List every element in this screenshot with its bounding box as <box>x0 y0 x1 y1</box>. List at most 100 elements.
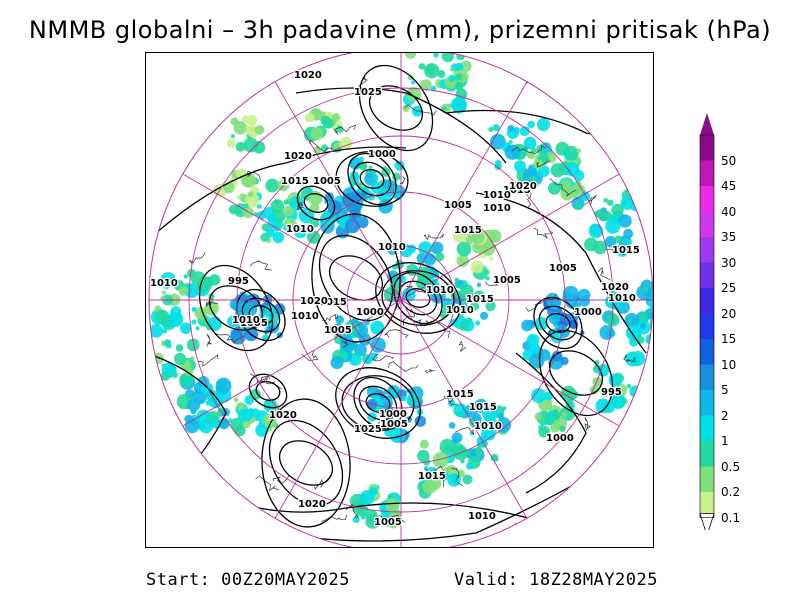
isobar-label: 1015 <box>281 176 309 187</box>
isobar-contour <box>335 151 409 207</box>
precip-cell <box>459 322 468 331</box>
precip-cell <box>449 67 454 72</box>
isobar-label: 1025 <box>354 87 382 98</box>
precip-cell <box>422 479 437 494</box>
isobar-contour <box>303 193 329 213</box>
precip-cell <box>230 117 239 126</box>
isobar-label: 1000 <box>546 433 574 444</box>
coastline-segment <box>314 473 332 490</box>
precip-cell <box>487 418 499 430</box>
coastline-segment <box>549 177 577 197</box>
precip-cell <box>435 252 445 262</box>
precip-cell <box>420 79 432 91</box>
precip-cell <box>457 231 464 238</box>
precip-cell <box>581 309 588 315</box>
precip-cell <box>411 80 416 85</box>
isobar-label: 1000 <box>368 149 396 160</box>
isobar-label: 1005 <box>374 517 402 528</box>
precip-cell <box>352 160 358 166</box>
precip-cell <box>472 413 482 424</box>
precip-cell <box>170 306 182 318</box>
isobar-label: 1015 <box>418 471 446 482</box>
precip-cell <box>183 274 188 279</box>
isobar-contour <box>329 255 383 301</box>
coastline-segment <box>451 467 463 486</box>
precip-cell <box>605 218 621 234</box>
isobar-contour <box>375 262 461 334</box>
precip-cell <box>455 82 464 91</box>
precip-cell <box>432 278 439 285</box>
precip-cell <box>161 290 167 295</box>
precip-cell <box>235 141 246 152</box>
precip-cell <box>604 235 617 248</box>
isobar-contour <box>268 419 344 507</box>
isobar-contour <box>352 161 392 197</box>
isobar-label: 1000 <box>379 409 407 420</box>
precip-cell <box>610 393 626 409</box>
precip-cell <box>470 260 484 274</box>
precip-cell <box>265 178 280 193</box>
precip-cell <box>513 127 520 134</box>
precip-cell <box>330 355 344 370</box>
meridian-line <box>400 299 620 427</box>
legend-swatch <box>700 415 714 441</box>
precip-cell <box>559 425 566 432</box>
precip-cell <box>441 53 454 63</box>
isobar-label: 1005 <box>444 200 472 211</box>
precip-cell <box>550 423 560 433</box>
isobar-line <box>295 87 507 164</box>
precip-cell <box>444 444 453 453</box>
precip-cell <box>160 371 171 381</box>
coastline-segment <box>514 522 527 536</box>
precip-cell <box>489 256 494 262</box>
isobar-contour <box>369 85 423 131</box>
precip-cell <box>456 254 470 268</box>
isobar-contour <box>341 375 415 431</box>
precipitation-field <box>149 53 653 529</box>
precip-cell <box>626 383 632 389</box>
precip-cell <box>476 282 482 288</box>
precip-cell <box>242 206 254 219</box>
precip-cell <box>230 134 235 139</box>
legend-label: 1 <box>721 434 729 448</box>
coastline-segment <box>455 427 480 435</box>
precip-cell <box>485 300 496 312</box>
precip-cell <box>418 241 433 256</box>
precip-cell <box>247 408 255 415</box>
precip-cell <box>453 445 469 461</box>
precip-cell <box>149 324 164 338</box>
legend-swatch <box>700 135 714 161</box>
coastline-segment <box>186 129 210 136</box>
coastline-segment <box>388 361 418 372</box>
precip-cell <box>402 104 410 112</box>
precip-cell <box>614 235 622 244</box>
precip-cell <box>243 203 249 209</box>
precip-cell <box>270 199 285 213</box>
precip-cell <box>283 225 289 231</box>
precip-cell <box>266 400 271 405</box>
precip-cell <box>507 125 515 132</box>
isobar-label: 1010 <box>468 511 496 522</box>
coastline-segment <box>384 329 409 339</box>
precip-cell <box>247 191 254 198</box>
isobar-contour <box>405 288 431 308</box>
legend-bottom-arrow <box>699 513 715 530</box>
precip-cell <box>359 162 368 171</box>
isobar-contour <box>347 152 397 206</box>
precip-cell <box>484 429 496 441</box>
precip-cell <box>465 293 474 302</box>
coastline-segment <box>602 140 626 148</box>
precip-cell <box>354 351 358 356</box>
precip-cell <box>190 356 195 361</box>
precip-cell <box>234 424 246 437</box>
precip-cell <box>629 350 646 367</box>
precip-cell <box>272 231 285 244</box>
isobar-label: 1020 <box>284 151 312 162</box>
precip-cell <box>261 223 270 232</box>
precip-cell <box>414 415 426 427</box>
legend-label: 2 <box>721 408 729 423</box>
precip-cell <box>256 204 262 210</box>
meridian-line <box>182 299 402 427</box>
coastline-segment <box>184 499 201 508</box>
precip-cell <box>215 377 232 394</box>
